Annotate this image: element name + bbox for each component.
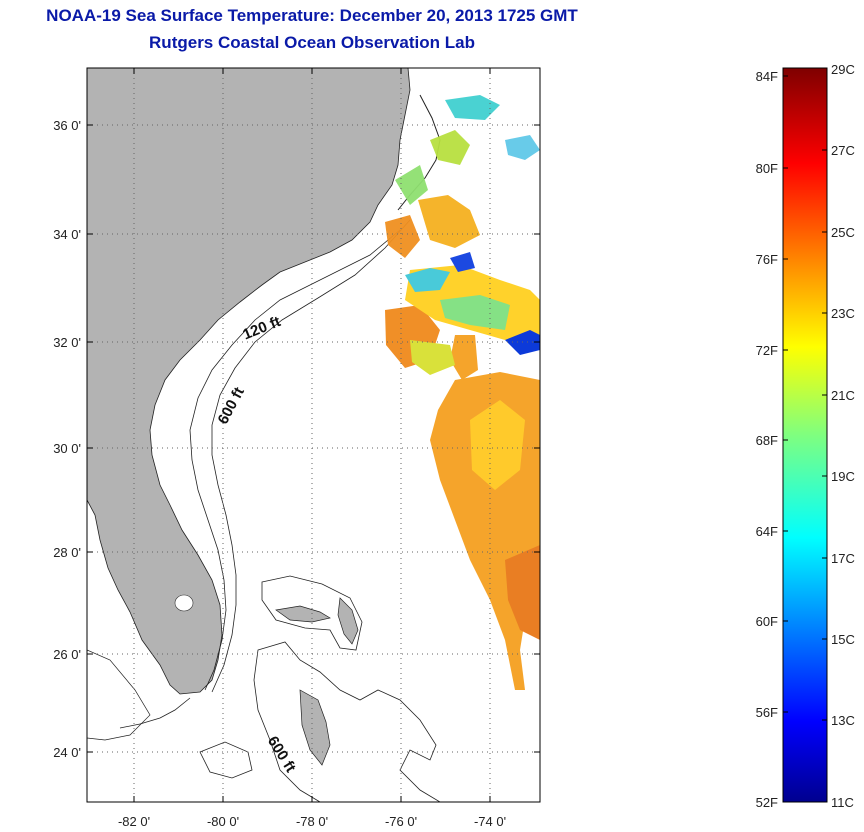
colorbar-label-27c: 27C	[831, 143, 855, 158]
bahamas-abaco	[337, 597, 359, 645]
bank-contour-great-bahama	[253, 641, 441, 802]
colorbar-label-64f: 64F	[756, 524, 778, 539]
colorbar-ticks	[783, 75, 827, 721]
colorbar-label-68f: 68F	[756, 433, 778, 448]
florida-reef-contour	[87, 649, 151, 741]
lat-label-30: 30 0'	[53, 441, 81, 456]
colorbar-label-25c: 25C	[831, 225, 855, 240]
sst-colorbar	[782, 67, 828, 803]
map-frame	[86, 67, 541, 803]
bahamas-andros	[299, 689, 331, 766]
lon-label-82: -82 0'	[118, 814, 150, 829]
map-title: NOAA-19 Sea Surface Temperature: Decembe…	[46, 6, 578, 25]
colorbar-label-15c: 15C	[831, 632, 855, 647]
contour-120ft	[189, 229, 401, 691]
colorbar-label-52f: 52F	[756, 795, 778, 810]
lat-label-32: 32 0'	[53, 335, 81, 350]
bank-contour-cay-sal	[199, 741, 253, 779]
lon-label-78: -78 0'	[296, 814, 328, 829]
colorbar-label-13c: 13C	[831, 713, 855, 728]
lake-okeechobee	[174, 594, 194, 612]
lat-label-26: 26 0'	[53, 647, 81, 662]
colorbar-label-60f: 60F	[756, 614, 778, 629]
contour-600ft	[211, 219, 411, 693]
sst-data-layer	[385, 95, 540, 690]
map-ticks	[87, 68, 540, 802]
colorbar-label-19c: 19C	[831, 469, 855, 484]
colorbar-label-76f: 76F	[756, 252, 778, 267]
lat-label-28: 28 0'	[53, 545, 81, 560]
colorbar-label-21c: 21C	[831, 388, 855, 403]
colorbar-label-80f: 80F	[756, 161, 778, 176]
colorbar-label-72f: 72F	[756, 343, 778, 358]
lon-label-74: -74 0'	[474, 814, 506, 829]
bahamas-grand-bahama	[275, 605, 331, 623]
bank-contour-little-bahama	[261, 575, 363, 651]
lon-label-76: -76 0'	[385, 814, 417, 829]
florida-keys	[119, 697, 191, 729]
lat-label-24: 24 0'	[53, 745, 81, 760]
colorbar-label-84f: 84F	[756, 69, 778, 84]
map-grid	[87, 68, 540, 802]
colorbar-label-23c: 23C	[831, 306, 855, 321]
colorbar-label-56f: 56F	[756, 705, 778, 720]
map-subtitle: Rutgers Coastal Ocean Observation Lab	[149, 33, 475, 52]
lat-label-36: 36 0'	[53, 118, 81, 133]
lat-label-34: 34 0'	[53, 227, 81, 242]
colorbar-label-11c: 11C	[831, 795, 854, 810]
colorbar-label-17c: 17C	[831, 551, 855, 566]
lon-label-80: -80 0'	[207, 814, 239, 829]
land-us-coast	[87, 68, 411, 695]
colorbar-label-29c: 29C	[831, 62, 855, 77]
